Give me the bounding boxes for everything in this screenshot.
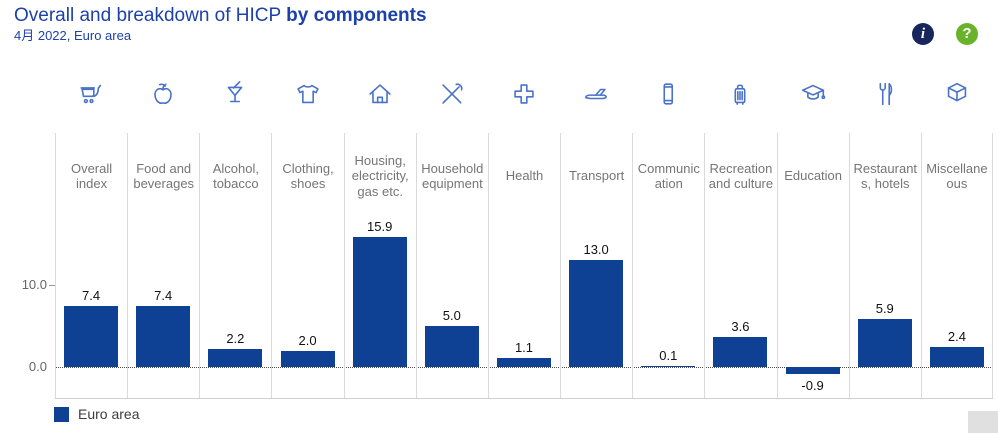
grid-column: Education bbox=[776, 133, 849, 398]
grid-column: Housing, electricity, gas etc. bbox=[343, 133, 416, 398]
grid-column: Food and beverages bbox=[127, 133, 199, 398]
category-icons-row bbox=[55, 80, 993, 112]
bar[interactable] bbox=[208, 348, 263, 367]
bar[interactable] bbox=[424, 326, 479, 367]
bar-chart-plot-area: Overall index 7.4 Food and beverages 7.4 Alc… bbox=[55, 133, 993, 399]
title-normal: Overall and breakdown of HICP bbox=[14, 5, 287, 26]
mobile-phone-icon bbox=[653, 79, 683, 114]
tools-icon bbox=[437, 79, 467, 114]
fork-knife-icon bbox=[870, 79, 900, 114]
bar[interactable] bbox=[785, 367, 840, 375]
bar[interactable] bbox=[497, 357, 551, 367]
legend-label: Euro area bbox=[78, 406, 140, 422]
category-label: Transport bbox=[569, 168, 625, 184]
bar[interactable] bbox=[857, 318, 912, 367]
page-title: Overall and breakdown of HICP by compone… bbox=[14, 5, 427, 27]
grid-column: Recreation and culture bbox=[704, 133, 776, 398]
grid-column: Communication bbox=[632, 133, 704, 398]
health-cross-icon bbox=[509, 79, 539, 114]
grid-column: Overall index bbox=[55, 133, 127, 398]
category-label: Housing, electricity, gas etc. bbox=[351, 152, 409, 199]
bar-value-label: 3.6 bbox=[731, 319, 750, 335]
chart-subtitle: 4月 2022, Euro area bbox=[14, 28, 132, 43]
apple-icon bbox=[148, 79, 178, 114]
category-label: Communication bbox=[637, 160, 700, 192]
grid-column: Health bbox=[487, 133, 560, 398]
grid-column: Household equipment bbox=[415, 133, 488, 398]
bar-value-label: 7.4 bbox=[82, 288, 101, 304]
house-icon bbox=[365, 79, 395, 114]
tshirt-icon bbox=[293, 79, 323, 114]
bar-value-label: 13.0 bbox=[583, 242, 609, 258]
category-label: Overall index bbox=[70, 160, 113, 192]
category-label: Recreation and culture bbox=[708, 160, 774, 192]
legend[interactable]: Euro area bbox=[54, 406, 139, 422]
help-icon: ? bbox=[962, 25, 972, 42]
suitcase-icon bbox=[725, 79, 755, 114]
bar[interactable] bbox=[136, 306, 191, 367]
bar-value-label: 1.1 bbox=[514, 339, 534, 355]
category-label: Household equipment bbox=[421, 160, 484, 192]
bar[interactable] bbox=[641, 366, 696, 367]
help-button[interactable]: ? bbox=[956, 23, 978, 45]
info-icon: i bbox=[920, 26, 926, 42]
bar-value-label: -0.9 bbox=[801, 378, 824, 394]
bar[interactable] bbox=[929, 347, 984, 367]
bar[interactable] bbox=[569, 260, 624, 367]
graduation-cap-icon bbox=[798, 79, 828, 114]
category-label: Restaurants, hotels bbox=[853, 160, 918, 192]
category-label: Food and beverages bbox=[133, 160, 195, 192]
grid-column: Clothing, shoes bbox=[271, 133, 343, 398]
bar-value-label: 7.4 bbox=[154, 288, 173, 304]
title-bold: by components bbox=[286, 5, 427, 26]
bar[interactable] bbox=[64, 306, 119, 367]
bar-value-label: 0.1 bbox=[659, 348, 678, 363]
y-axis-tick-mark bbox=[49, 285, 55, 286]
category-label: Miscellaneous bbox=[926, 160, 988, 192]
bar[interactable] bbox=[352, 236, 407, 367]
shopping-cart-icon bbox=[76, 79, 106, 114]
grid-column: Transport bbox=[560, 133, 632, 398]
bar-value-label: 15.9 bbox=[367, 218, 393, 234]
bar-value-label: 2.2 bbox=[226, 330, 245, 346]
category-label: Education bbox=[784, 168, 843, 184]
category-label: Alcohol, tobacco bbox=[212, 160, 259, 192]
bar-value-label: 2.4 bbox=[947, 329, 966, 345]
bar[interactable] bbox=[280, 350, 335, 367]
category-label: Health bbox=[505, 168, 544, 184]
category-label: Clothing, shoes bbox=[282, 160, 334, 192]
grid-column: Restaurants, hotels bbox=[848, 133, 921, 398]
grid-column: Miscellaneous bbox=[920, 133, 993, 398]
y-axis-tick-label: 0.0 bbox=[28, 359, 47, 374]
bar[interactable] bbox=[713, 337, 768, 367]
package-box-icon bbox=[942, 79, 972, 114]
bar-value-label: 5.0 bbox=[442, 308, 461, 323]
info-button[interactable]: i bbox=[912, 23, 934, 45]
cocktail-icon bbox=[220, 79, 250, 114]
grid-column: Alcohol, tobacco bbox=[199, 133, 271, 398]
y-axis-tick-label: 10.0 bbox=[21, 277, 47, 292]
legend-swatch bbox=[54, 406, 69, 422]
zero-axis-line bbox=[55, 367, 993, 368]
resize-handle[interactable] bbox=[968, 411, 998, 433]
bar-value-label: 5.9 bbox=[875, 300, 894, 316]
bar-value-label: 2.0 bbox=[298, 332, 317, 348]
airplane-icon bbox=[581, 79, 611, 114]
